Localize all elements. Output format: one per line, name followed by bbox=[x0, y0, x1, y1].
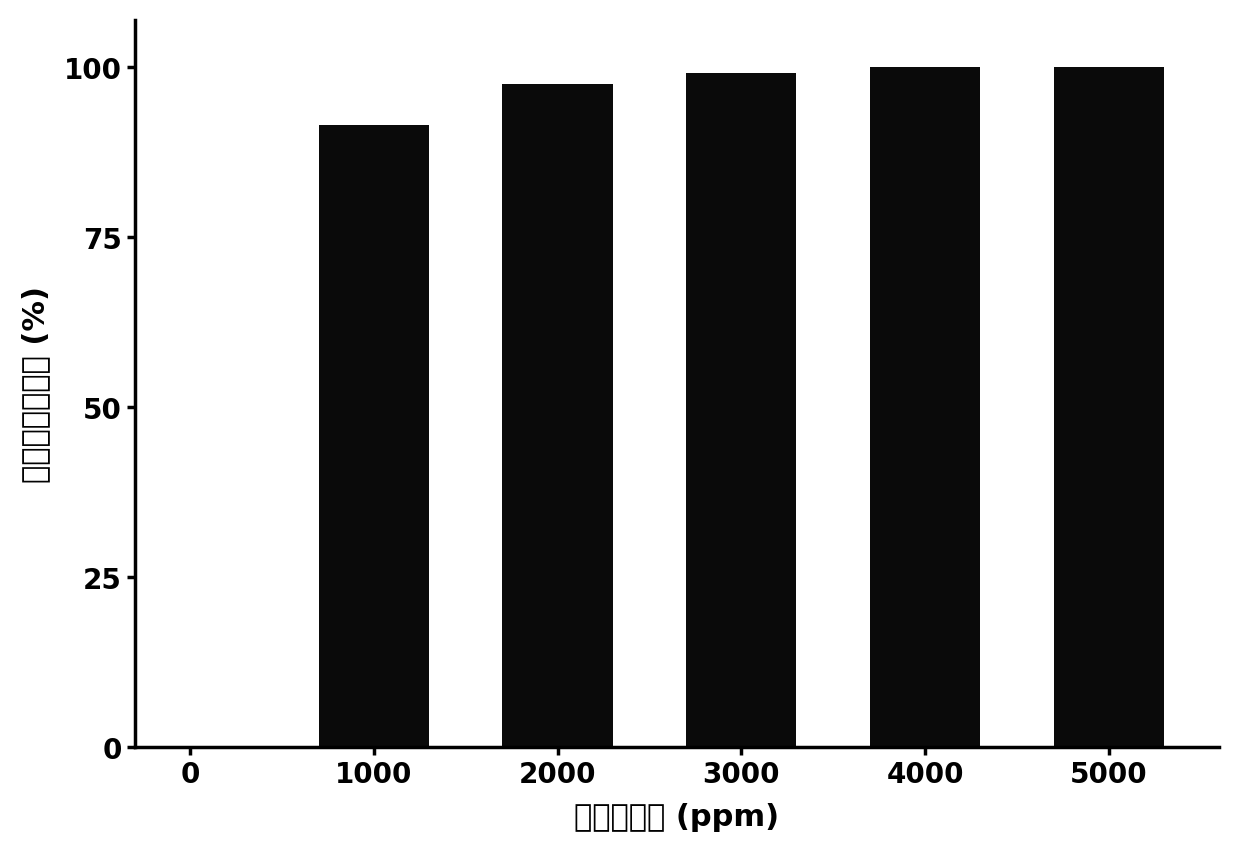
Bar bbox=[319, 126, 429, 747]
Bar bbox=[502, 85, 613, 747]
Y-axis label: 大肠杆菌抗菌率 (%): 大肠杆菌抗菌率 (%) bbox=[21, 285, 50, 482]
Bar bbox=[1054, 68, 1164, 747]
Bar bbox=[870, 68, 981, 747]
Bar bbox=[686, 74, 796, 747]
X-axis label: 制化剂用量 (ppm): 制化剂用量 (ppm) bbox=[574, 803, 780, 832]
